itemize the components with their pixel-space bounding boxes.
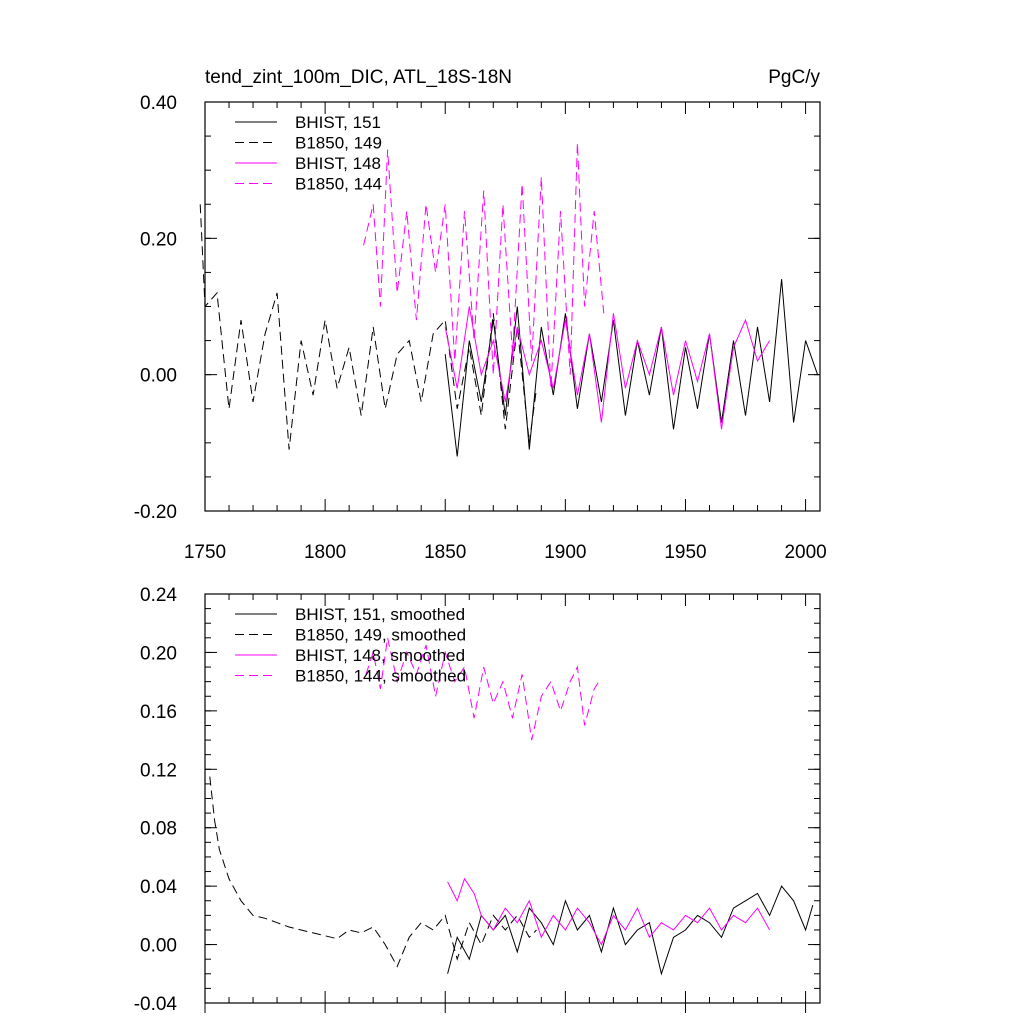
series-line-1 bbox=[209, 776, 537, 968]
legend-label: BHIST, 148, smoothed bbox=[295, 646, 465, 665]
x-tick-label: 2000 bbox=[784, 542, 826, 563]
top-panel: tend_zint_100m_DIC, ATL_18S-18N PgC/y -0… bbox=[134, 67, 827, 563]
x-tick-label: 1800 bbox=[304, 542, 346, 563]
y-tick-label: 0.20 bbox=[140, 643, 177, 664]
units-label: PgC/y bbox=[768, 67, 820, 88]
legend-label: BHIST, 148 bbox=[295, 154, 381, 173]
legend-label: B1850, 149, smoothed bbox=[295, 626, 466, 645]
y-tick-label: 0.04 bbox=[140, 877, 177, 898]
series-group bbox=[199, 142, 819, 457]
axis-ticks: -0.04 0.00 0.04 0.08 0.12 0.16 0.20 0.24 bbox=[134, 585, 820, 1015]
series-line-2 bbox=[444, 306, 771, 430]
y-tick-label: 0.12 bbox=[140, 760, 177, 781]
y-tick-label: 0.20 bbox=[140, 229, 177, 250]
x-tick-label: 1750 bbox=[184, 542, 226, 563]
y-tick-label: 0.16 bbox=[140, 702, 177, 723]
series-line-2 bbox=[447, 877, 771, 946]
y-tick-label: 0.40 bbox=[140, 93, 177, 114]
legend-label: B1850, 144 bbox=[295, 175, 382, 194]
series-group bbox=[209, 637, 814, 976]
y-tick-label: 0.00 bbox=[140, 366, 177, 387]
bottom-panel: -0.04 0.00 0.04 0.08 0.12 0.16 0.20 0.24 BHIST,… bbox=[134, 585, 821, 1015]
y-tick-label: -0.04 bbox=[134, 994, 178, 1015]
legend-label: B1850, 144, smoothed bbox=[295, 667, 466, 686]
chart-title: tend_zint_100m_DIC, ATL_18S-18N bbox=[205, 67, 512, 88]
legend-label: BHIST, 151 bbox=[295, 113, 381, 132]
legend-label: B1850, 149 bbox=[295, 134, 382, 153]
y-tick-label: 0.08 bbox=[140, 819, 177, 840]
x-tick-label: 1950 bbox=[664, 542, 706, 563]
series-line-3 bbox=[365, 637, 600, 741]
y-tick-label: 0.24 bbox=[140, 585, 177, 606]
series-line-0 bbox=[447, 885, 814, 976]
x-tick-label: 1850 bbox=[424, 542, 466, 563]
axis-ticks: -0.20 0.00 0.20 0.40 1750 1800 1850 1900 1950 200… bbox=[134, 93, 827, 563]
y-tick-label: -0.20 bbox=[134, 502, 177, 523]
y-tick-label: 0.00 bbox=[140, 936, 177, 957]
series-line-0 bbox=[444, 279, 819, 457]
series-line-3 bbox=[363, 142, 605, 389]
legend: BHIST, 151, smoothed B1850, 149, smoothed… bbox=[235, 605, 466, 686]
legend-label: BHIST, 151, smoothed bbox=[295, 605, 465, 624]
series-line-1 bbox=[199, 204, 537, 450]
x-tick-label: 1900 bbox=[544, 542, 586, 563]
